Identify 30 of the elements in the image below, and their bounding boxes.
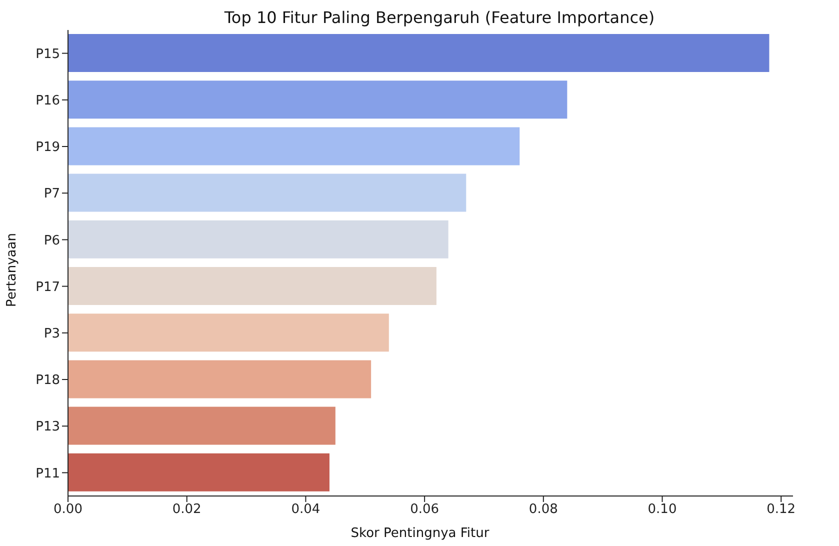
bar (68, 34, 770, 72)
y-tick-label: P13 (36, 420, 60, 435)
y-tick-label: P16 (36, 94, 60, 109)
y-tick-label: P7 (44, 186, 60, 202)
bar (68, 80, 568, 119)
y-tick-label: P11 (36, 466, 60, 482)
x-tick-label: 0.12 (766, 502, 796, 518)
y-tick-label: P15 (36, 46, 60, 62)
y-tick-label: P6 (44, 233, 60, 248)
y-tick-label: P18 (36, 373, 60, 388)
bar (68, 360, 372, 398)
bar (68, 453, 330, 492)
bar (68, 406, 336, 445)
y-tick-label: P3 (44, 326, 60, 342)
y-axis-title: Pertanyaan (4, 233, 20, 307)
y-tick-label: P17 (36, 280, 60, 295)
x-axis-title: Skor Pentingnya Fitur (350, 526, 490, 541)
x-tick-label: 0.06 (410, 502, 440, 518)
x-tick-label: 0.00 (54, 502, 82, 518)
x-tick-label: 0.08 (528, 502, 558, 518)
y-tick-label: P19 (36, 140, 60, 156)
x-tick-label: 0.10 (648, 502, 677, 518)
x-tick-label: 0.02 (172, 502, 202, 518)
bar (68, 174, 466, 212)
bar (68, 314, 389, 352)
chart-title: Top 10 Fitur Paling Berpengaruh (Feature Importance) (223, 8, 656, 27)
x-tick-label: 0.04 (291, 502, 320, 518)
bar (68, 267, 436, 305)
bar (68, 220, 448, 258)
bar (68, 127, 520, 166)
